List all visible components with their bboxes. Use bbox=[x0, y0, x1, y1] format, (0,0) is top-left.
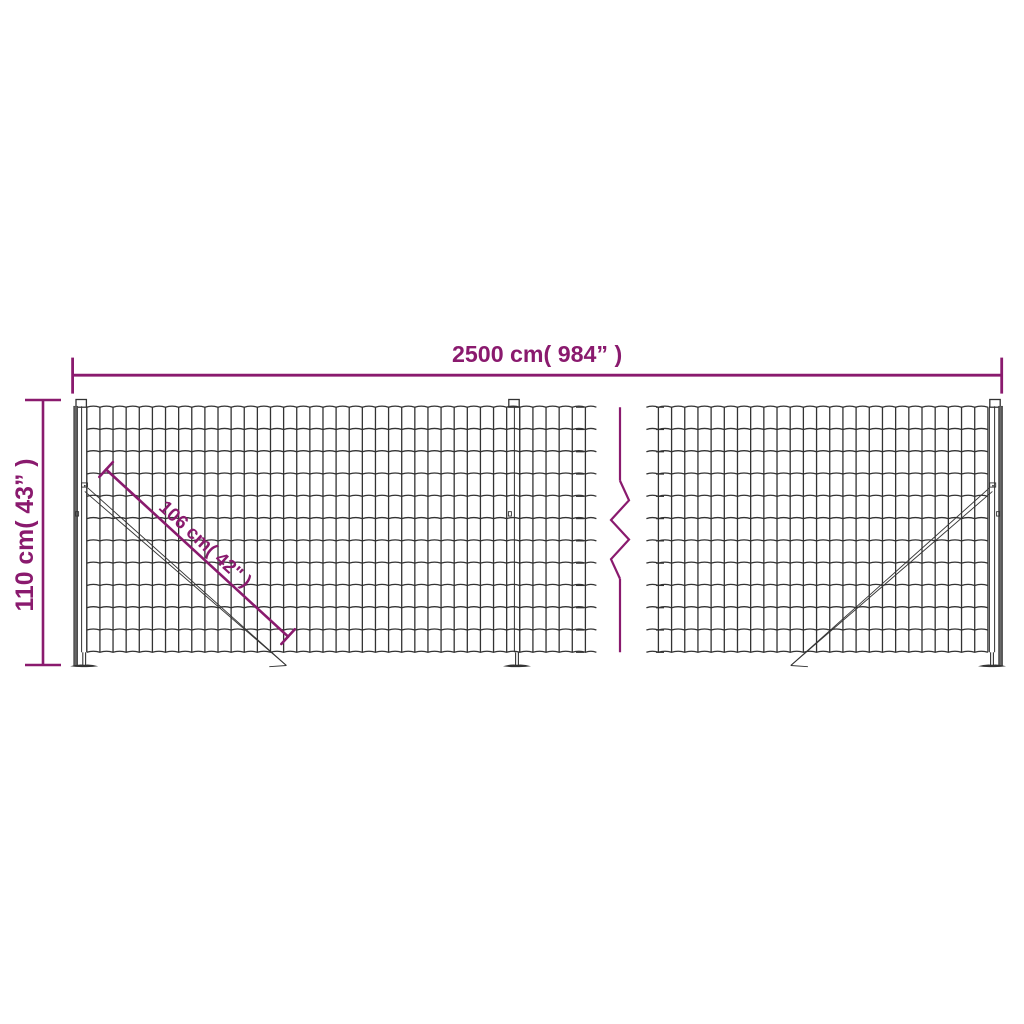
svg-text:110 cm( 43” ): 110 cm( 43” ) bbox=[12, 458, 39, 611]
svg-text:2500 cm( 984” ): 2500 cm( 984” ) bbox=[452, 341, 622, 367]
